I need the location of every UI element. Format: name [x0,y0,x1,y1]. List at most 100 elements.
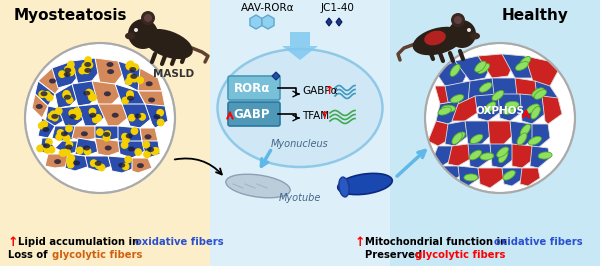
Ellipse shape [104,91,111,96]
Ellipse shape [134,114,142,118]
FancyBboxPatch shape [228,76,280,100]
Circle shape [67,158,73,164]
Circle shape [92,116,99,123]
Ellipse shape [70,114,76,119]
Ellipse shape [450,64,460,76]
Ellipse shape [515,62,529,70]
Circle shape [85,148,91,155]
Circle shape [82,63,89,69]
Text: ↑: ↑ [355,235,365,248]
Polygon shape [510,121,534,148]
Polygon shape [455,56,492,81]
Polygon shape [478,168,504,188]
Polygon shape [38,118,55,138]
Circle shape [157,110,163,116]
Circle shape [125,78,132,85]
Ellipse shape [145,134,151,139]
Ellipse shape [520,124,530,136]
Polygon shape [448,144,472,166]
Polygon shape [492,78,520,104]
Polygon shape [118,61,148,78]
Circle shape [83,67,90,73]
Polygon shape [95,58,125,71]
Ellipse shape [532,88,544,97]
Polygon shape [532,124,550,148]
Text: Myonucleus: Myonucleus [271,139,329,149]
Circle shape [89,109,95,115]
Ellipse shape [125,32,135,39]
Ellipse shape [503,171,515,180]
Polygon shape [75,138,100,156]
Circle shape [66,142,73,148]
Circle shape [144,151,150,157]
Ellipse shape [453,132,465,142]
Polygon shape [502,54,538,78]
Circle shape [451,13,465,27]
Circle shape [89,94,95,101]
Circle shape [44,92,50,98]
Text: Mitochondrial function in: Mitochondrial function in [365,237,511,247]
Polygon shape [40,138,55,154]
Polygon shape [65,154,90,171]
Polygon shape [72,126,98,141]
Ellipse shape [424,31,446,45]
Polygon shape [432,146,455,166]
Circle shape [38,123,45,129]
Ellipse shape [61,131,68,136]
Polygon shape [108,156,135,173]
Circle shape [74,108,80,114]
Ellipse shape [112,113,119,118]
Ellipse shape [130,74,137,79]
Ellipse shape [49,78,56,84]
Polygon shape [78,104,108,126]
Polygon shape [512,144,535,168]
Text: GABP: GABP [234,107,270,120]
Polygon shape [55,84,82,108]
Circle shape [448,20,476,48]
Ellipse shape [129,67,136,72]
Circle shape [46,139,52,145]
Circle shape [123,137,129,143]
Circle shape [125,156,131,163]
Ellipse shape [338,173,392,195]
Polygon shape [132,158,152,173]
Circle shape [64,135,70,142]
Ellipse shape [475,61,486,72]
Circle shape [97,129,103,135]
Ellipse shape [438,107,451,115]
Ellipse shape [479,83,492,92]
Text: oxidative fibers: oxidative fibers [494,237,583,247]
Ellipse shape [442,105,455,112]
Ellipse shape [107,62,113,67]
Circle shape [56,134,62,140]
Circle shape [39,91,46,97]
Ellipse shape [126,134,133,139]
Polygon shape [38,68,65,94]
Ellipse shape [89,113,96,118]
Circle shape [144,14,152,22]
Text: Preserved: Preserved [365,250,425,260]
Ellipse shape [148,98,155,102]
Circle shape [425,43,575,193]
Circle shape [152,148,159,154]
Ellipse shape [52,114,58,119]
Ellipse shape [64,95,71,100]
Circle shape [131,128,137,134]
Circle shape [68,68,75,74]
Circle shape [139,114,145,120]
Polygon shape [45,106,68,126]
Circle shape [137,77,143,84]
Polygon shape [72,58,102,71]
Polygon shape [140,128,158,146]
Circle shape [46,94,53,101]
Circle shape [68,61,74,68]
Circle shape [87,90,94,97]
Text: Myosteatosis: Myosteatosis [13,8,127,23]
Circle shape [90,94,97,101]
Circle shape [127,61,134,68]
Circle shape [131,76,137,82]
Polygon shape [118,141,145,158]
Circle shape [98,164,105,171]
Polygon shape [118,61,148,91]
Ellipse shape [218,49,383,167]
